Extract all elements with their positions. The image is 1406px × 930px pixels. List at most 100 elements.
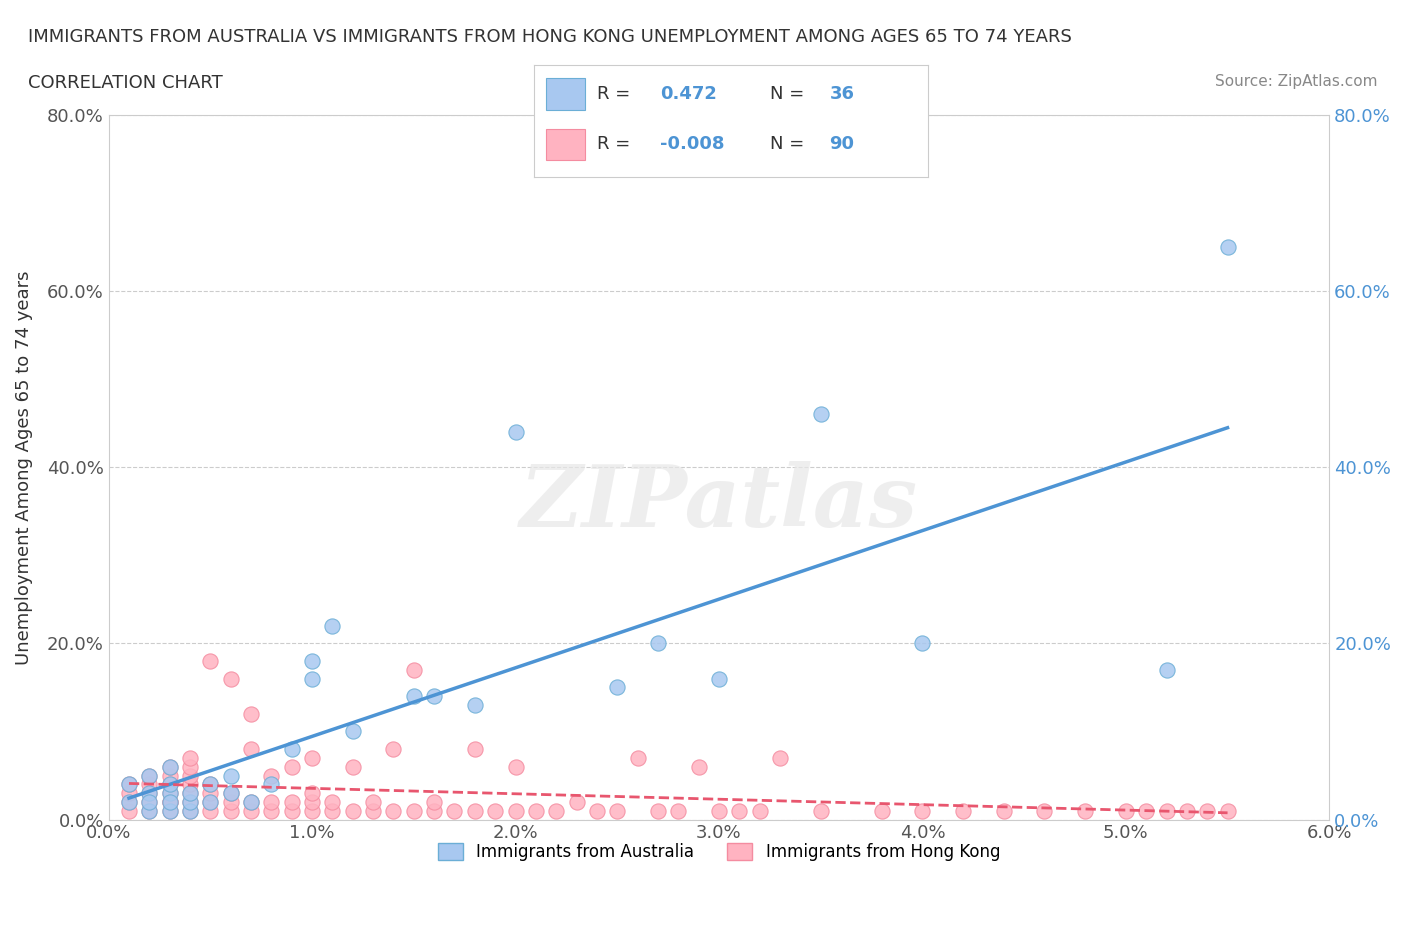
Point — [707, 804, 730, 818]
Point — [810, 804, 832, 818]
Point — [505, 804, 527, 818]
Text: 36: 36 — [830, 86, 855, 103]
Point — [361, 794, 384, 809]
Point — [484, 804, 506, 818]
Text: R =: R = — [598, 136, 637, 153]
Point — [342, 724, 364, 739]
Point — [647, 636, 669, 651]
Point — [118, 794, 141, 809]
Point — [1216, 804, 1239, 818]
Point — [159, 768, 181, 783]
Point — [179, 804, 201, 818]
Point — [1074, 804, 1097, 818]
Point — [606, 804, 628, 818]
Point — [1175, 804, 1198, 818]
Point — [240, 707, 263, 722]
Point — [688, 759, 710, 774]
Point — [138, 804, 160, 818]
Point — [159, 759, 181, 774]
Point — [159, 759, 181, 774]
Point — [280, 741, 302, 756]
Point — [138, 786, 160, 801]
Point — [179, 794, 201, 809]
Text: N =: N = — [770, 136, 810, 153]
Point — [301, 671, 323, 686]
FancyBboxPatch shape — [546, 78, 585, 110]
Point — [464, 741, 486, 756]
Point — [707, 671, 730, 686]
Point — [1135, 804, 1157, 818]
Point — [219, 786, 242, 801]
Text: ZIPatlas: ZIPatlas — [520, 460, 918, 544]
Point — [159, 794, 181, 809]
Point — [321, 618, 343, 633]
Point — [138, 786, 160, 801]
Point — [200, 794, 222, 809]
Point — [301, 654, 323, 669]
Point — [179, 786, 201, 801]
Point — [402, 804, 425, 818]
Text: 90: 90 — [830, 136, 855, 153]
Point — [1156, 662, 1178, 677]
Point — [159, 804, 181, 818]
Point — [666, 804, 689, 818]
Point — [138, 768, 160, 783]
Point — [219, 804, 242, 818]
Text: CORRELATION CHART: CORRELATION CHART — [28, 74, 224, 92]
Point — [769, 751, 792, 765]
Point — [505, 425, 527, 440]
Point — [179, 804, 201, 818]
Point — [361, 804, 384, 818]
Point — [402, 689, 425, 704]
Point — [260, 777, 283, 791]
Point — [200, 794, 222, 809]
Point — [179, 786, 201, 801]
Point — [118, 777, 141, 791]
Point — [260, 804, 283, 818]
Point — [159, 777, 181, 791]
Point — [159, 794, 181, 809]
Point — [1033, 804, 1056, 818]
Point — [219, 794, 242, 809]
Legend: Immigrants from Australia, Immigrants from Hong Kong: Immigrants from Australia, Immigrants fr… — [432, 836, 1007, 868]
Point — [240, 804, 263, 818]
Point — [626, 751, 648, 765]
Point — [138, 794, 160, 809]
Point — [505, 759, 527, 774]
Point — [240, 794, 263, 809]
Point — [464, 698, 486, 712]
Point — [301, 804, 323, 818]
Point — [240, 741, 263, 756]
Point — [402, 662, 425, 677]
Point — [138, 768, 160, 783]
Point — [159, 786, 181, 801]
Point — [423, 794, 446, 809]
Point — [200, 777, 222, 791]
Point — [301, 794, 323, 809]
Point — [443, 804, 465, 818]
Point — [118, 794, 141, 809]
Y-axis label: Unemployment Among Ages 65 to 74 years: Unemployment Among Ages 65 to 74 years — [15, 270, 32, 665]
Point — [647, 804, 669, 818]
Point — [423, 804, 446, 818]
Point — [138, 777, 160, 791]
Point — [240, 794, 263, 809]
Point — [200, 786, 222, 801]
Point — [911, 636, 934, 651]
Point — [179, 751, 201, 765]
Point — [138, 804, 160, 818]
Point — [524, 804, 547, 818]
Text: 0.472: 0.472 — [661, 86, 717, 103]
Point — [200, 654, 222, 669]
Point — [342, 759, 364, 774]
Point — [118, 777, 141, 791]
Point — [382, 741, 405, 756]
Point — [200, 777, 222, 791]
FancyBboxPatch shape — [546, 128, 585, 160]
Point — [911, 804, 934, 818]
Point — [1156, 804, 1178, 818]
Point — [586, 804, 609, 818]
Text: N =: N = — [770, 86, 810, 103]
Point — [993, 804, 1015, 818]
Point — [179, 794, 201, 809]
